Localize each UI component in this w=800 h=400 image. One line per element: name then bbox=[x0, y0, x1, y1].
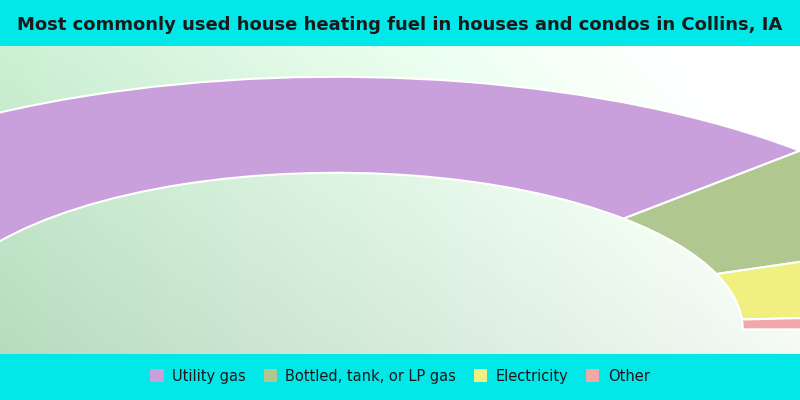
Wedge shape bbox=[742, 314, 800, 329]
Wedge shape bbox=[717, 240, 800, 320]
Text: Most commonly used house heating fuel in houses and condos in Collins, IA: Most commonly used house heating fuel in… bbox=[18, 16, 782, 34]
Legend: Utility gas, Bottled, tank, or LP gas, Electricity, Other: Utility gas, Bottled, tank, or LP gas, E… bbox=[145, 363, 655, 390]
Wedge shape bbox=[623, 151, 800, 274]
Wedge shape bbox=[0, 77, 800, 329]
